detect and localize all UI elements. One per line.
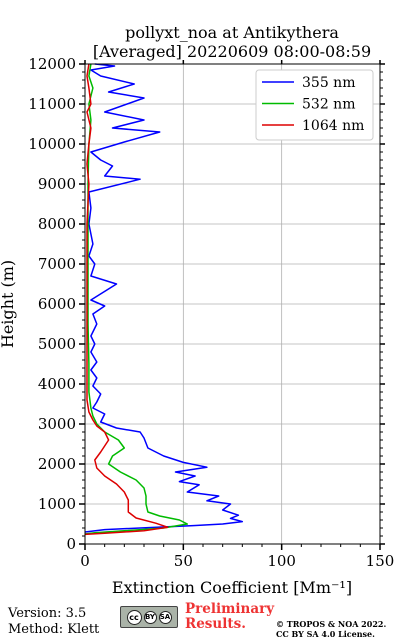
y-tick-label: 10000 (28, 135, 76, 153)
preliminary-line-1: Preliminary (185, 601, 275, 617)
legend-label: 532 nm (302, 97, 355, 113)
series-group (84, 63, 244, 536)
copyright-line-2: CC BY SA 4.0 License. (276, 628, 375, 639)
y-tick-label: 11000 (28, 95, 76, 113)
preliminary-line-2: Results. (185, 616, 246, 632)
footer-info: Version: 3.5 Method: Klett (8, 606, 99, 638)
chart-title-line-2: [Averaged] 20220609 08:00-08:59 (93, 42, 371, 61)
preliminary-notice: Preliminary Results. (185, 602, 274, 632)
y-tick-label: 3000 (38, 415, 76, 433)
version-text: Version: 3.5 (8, 606, 87, 621)
y-tick-label: 4000 (38, 375, 76, 393)
legend-box (255, 69, 374, 141)
y-tick-label: 6000 (38, 295, 76, 313)
copyright-line-1: © TROPOS & NOA 2022. (276, 619, 387, 629)
y-tick-label: 2000 (38, 455, 76, 473)
chart-title-line-1: pollyxt_noa at Antikythera (125, 23, 339, 42)
y-tick-label: 5000 (38, 335, 76, 353)
y-tick-label: 12000 (28, 55, 76, 73)
axis-ticks: 0 50 100 150 0 1000 2000 3000 4000 5000 6000 7000 80… (28, 55, 394, 570)
y-tick-label: 1000 (38, 495, 76, 513)
legend: 355 nm 532 nm 1064 nm (255, 69, 374, 141)
by-icon: BY (143, 610, 157, 624)
cc-icon: cc (126, 609, 142, 625)
y-tick-label: 7000 (38, 255, 76, 273)
cc-license-badge: cc BY SA (120, 606, 178, 628)
y-tick-label: 9000 (38, 175, 76, 193)
copyright-notice: © TROPOS & NOA 2022. CC BY SA 4.0 Licens… (276, 619, 387, 639)
series-line-1064-nm (84, 63, 169, 536)
sa-icon: SA (158, 610, 172, 624)
x-tick-label: 0 (80, 552, 90, 570)
x-tick-label: 50 (174, 552, 193, 570)
legend-label: 1064 nm (302, 118, 364, 134)
y-tick-label: 8000 (38, 215, 76, 233)
y-tick-label: 0 (66, 535, 76, 553)
method-text: Method: Klett (8, 622, 100, 637)
x-tick-label: 150 (366, 552, 395, 570)
series-line-355-nm (84, 63, 244, 533)
x-tick-label: 100 (267, 552, 296, 570)
series-line-532-nm (84, 63, 189, 535)
legend-label: 355 nm (302, 75, 355, 91)
y-axis-label: Height (m) (0, 260, 17, 348)
x-axis-label: Extinction Coefficient [Mm⁻¹] (112, 578, 352, 597)
